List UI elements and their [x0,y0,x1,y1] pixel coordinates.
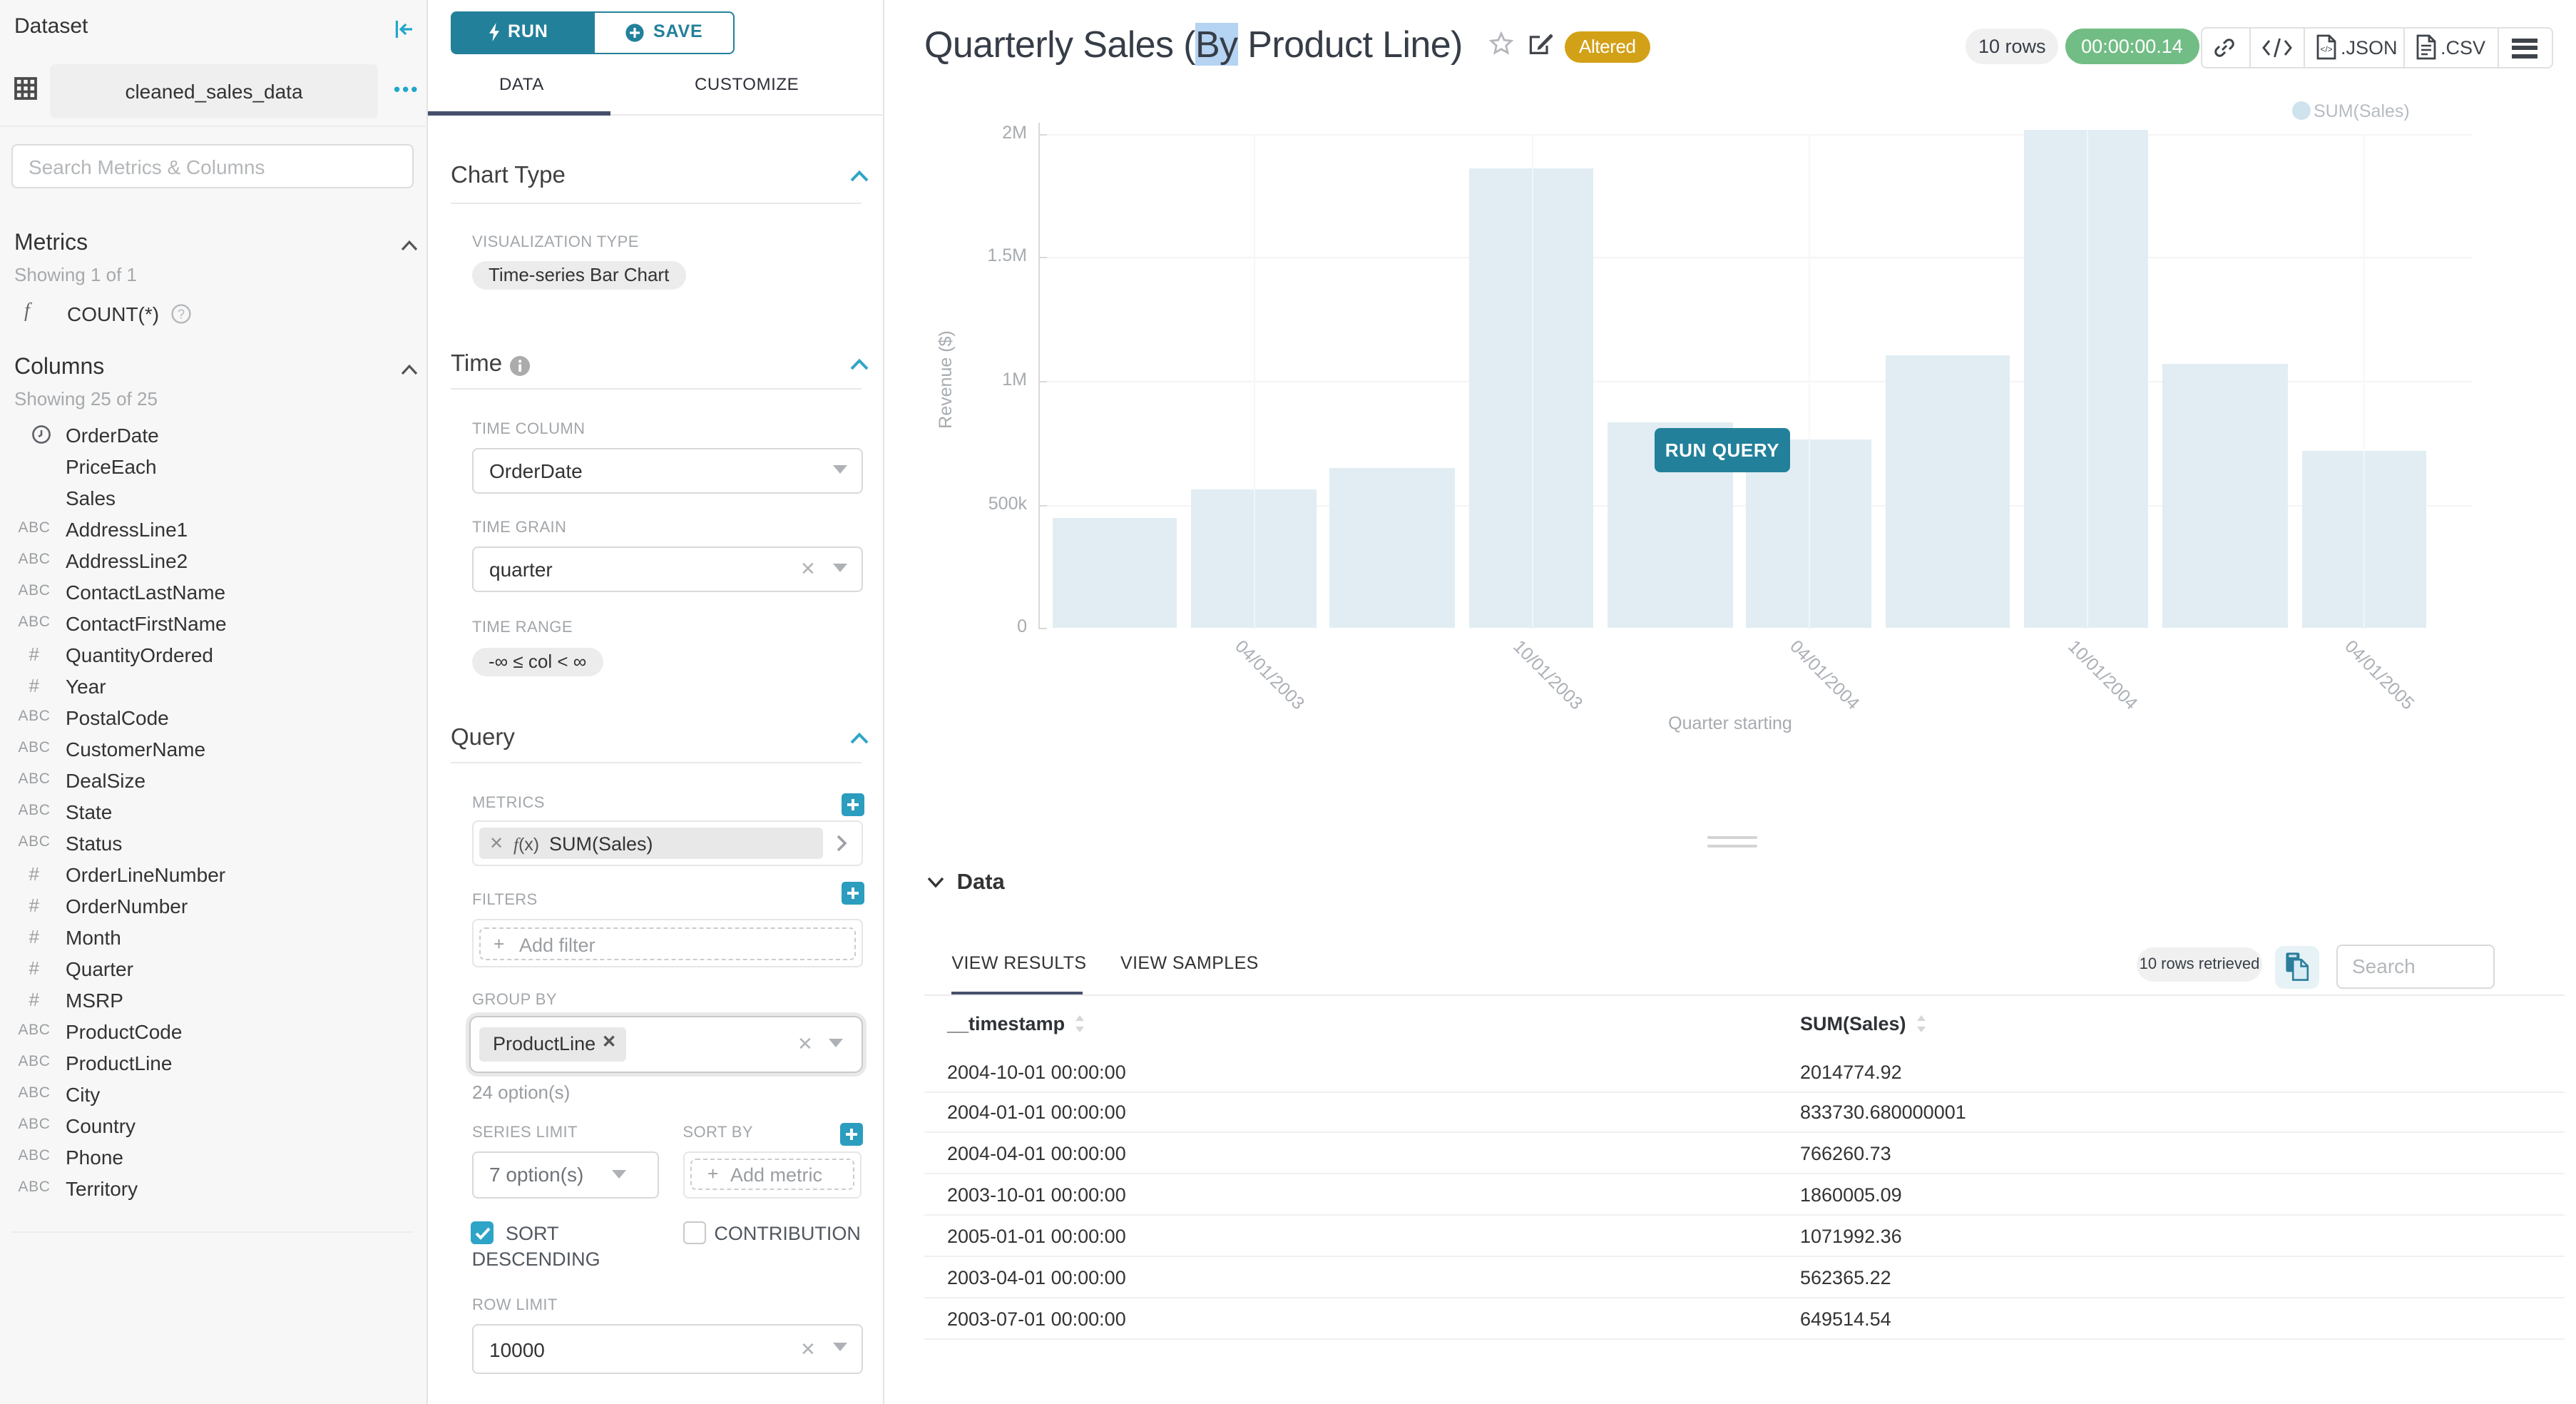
svg-text:?: ? [178,307,185,321]
svg-text:</>: </> [2320,44,2332,54]
